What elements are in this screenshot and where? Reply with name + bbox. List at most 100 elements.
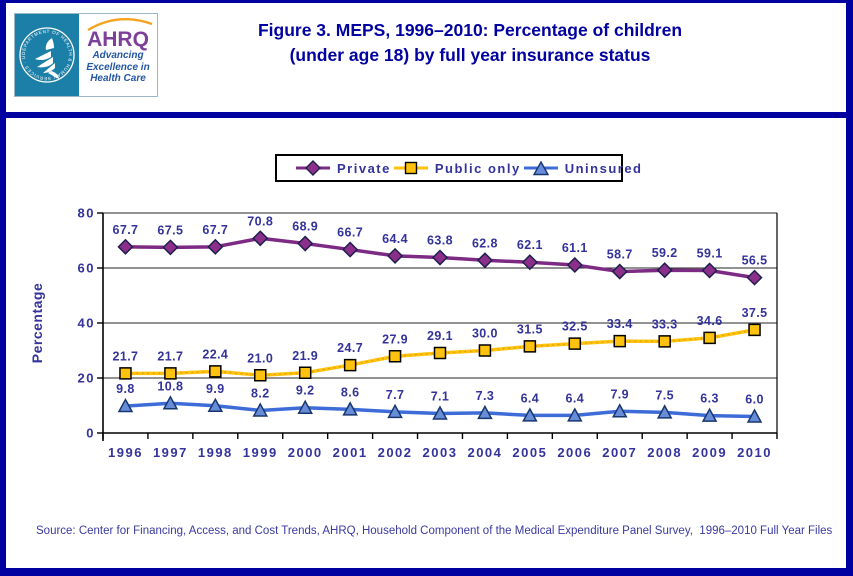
marker-diamond [297, 235, 314, 252]
data-label: 62.8 [472, 236, 498, 250]
page-border-top [0, 0, 853, 3]
ahrq-wordmark-block: AHRQ Advancing Excellence in Health Care [79, 14, 157, 96]
x-tick-label: 1999 [243, 445, 278, 460]
marker-square [388, 350, 402, 363]
x-tick-label: 2000 [288, 445, 323, 460]
x-tick-label: 2003 [423, 445, 458, 460]
legend-item-private: Private [293, 160, 391, 176]
data-label: 9.2 [296, 384, 315, 398]
header-divider [0, 112, 853, 118]
data-label: 33.4 [607, 317, 633, 331]
data-label: 22.4 [202, 347, 228, 361]
data-label: 34.6 [697, 314, 723, 328]
marker-square [703, 331, 716, 345]
data-label: 59.1 [697, 246, 723, 260]
data-label: 8.6 [341, 385, 360, 399]
marker-square [343, 358, 357, 372]
x-tick-label: 1997 [153, 445, 188, 460]
marker-triangle [611, 403, 628, 418]
data-label: 21.7 [157, 349, 183, 363]
marker-square [658, 335, 671, 348]
ahrq-logo: DEPARTMENT OF HEALTH & HUMAN SERVICES · … [13, 10, 158, 97]
data-label: 37.5 [742, 306, 768, 320]
data-label: 67.5 [157, 223, 183, 237]
data-label: 6.3 [700, 392, 719, 406]
legend-square [404, 161, 418, 175]
marker-triangle [522, 407, 538, 422]
marker-diamond [387, 247, 404, 264]
seal-circular-text: DEPARTMENT OF HEALTH & HUMAN SERVICES · … [13, 10, 72, 81]
data-label: 67.7 [202, 223, 228, 237]
data-label: 58.7 [607, 248, 633, 262]
marker-triangle [746, 408, 763, 423]
tagline-line1: Advancing [92, 50, 144, 61]
marker-triangle [432, 405, 448, 420]
legend-marker-private-icon [296, 160, 330, 176]
data-label: 24.7 [337, 341, 363, 355]
data-label: 70.8 [247, 214, 273, 228]
marker-triangle [701, 407, 718, 422]
data-label: 30.0 [472, 327, 498, 341]
page-border-right [846, 0, 853, 576]
marker-triangle [477, 404, 493, 420]
legend-marker-uninsured-icon [523, 160, 558, 176]
marker-diamond [656, 262, 673, 279]
data-label: 7.3 [476, 389, 495, 403]
tagline-line2: Excellence in [86, 61, 150, 73]
source-note: Source: Center for Financing, Access, an… [36, 525, 833, 537]
data-label: 31.5 [517, 322, 543, 336]
marker-square [748, 323, 761, 337]
data-label: 7.5 [655, 388, 674, 402]
marker-square [433, 346, 447, 360]
marker-triangle [387, 403, 403, 419]
figure-title-line2: (under age 18) by full year insurance st… [289, 45, 651, 65]
x-tick-label: 2001 [333, 445, 368, 460]
y-tick-label: 40 [78, 316, 95, 331]
x-tick-label: 2009 [692, 445, 727, 460]
page-border-bottom [0, 568, 853, 576]
x-tick-label: 2006 [557, 445, 592, 460]
data-label: 21.7 [112, 349, 138, 363]
marker-triangle [342, 401, 358, 416]
data-label: 10.8 [157, 379, 183, 393]
x-tick-label: 1996 [108, 445, 143, 460]
marker-square [119, 367, 132, 380]
marker-triangle [567, 407, 583, 422]
y-tick-label: 20 [78, 371, 95, 386]
data-label: 21.0 [247, 351, 273, 365]
marker-diamond [207, 238, 224, 255]
page-border-left [0, 0, 6, 576]
logo-orange-arc [87, 18, 153, 32]
marker-triangle [117, 397, 134, 413]
data-label: 32.5 [562, 320, 588, 334]
hhs-eagle-icon: DEPARTMENT OF HEALTH & HUMAN SERVICES · … [13, 10, 75, 83]
x-tick-label: 2010 [737, 445, 772, 460]
legend-label-private: Private [337, 160, 391, 176]
data-label: 68.9 [292, 220, 318, 234]
data-label: 27.9 [382, 332, 408, 346]
y-axis-title: Percentage [29, 283, 45, 363]
data-label: 62.1 [517, 238, 543, 252]
marker-square [523, 340, 537, 353]
marker-triangle [252, 402, 269, 417]
data-label: 29.1 [427, 329, 453, 343]
ahrq-wordmark-icon: AHRQ [87, 18, 153, 51]
marker-square [478, 344, 492, 357]
y-tick-label: 0 [86, 426, 95, 441]
data-label: 7.7 [386, 388, 405, 402]
series-line-dots-Public-only [125, 329, 755, 376]
marker-diamond [342, 241, 359, 258]
marker-triangle [297, 399, 313, 414]
marker-diamond [701, 262, 718, 279]
data-label: 21.9 [292, 349, 318, 363]
figure-title: Figure 3. MEPS, 1996–2010: Percentage of… [170, 18, 770, 68]
y-tick-label: 80 [78, 206, 95, 221]
legend-label-public-only: Public only [434, 160, 521, 176]
marker-diamond [162, 239, 179, 256]
marker-diamond [252, 230, 269, 247]
marker-diamond [117, 238, 134, 255]
data-label: 8.2 [251, 386, 270, 400]
hhs-seal: DEPARTMENT OF HEALTH & HUMAN SERVICES · … [13, 10, 79, 96]
eagle-glyph [35, 38, 59, 79]
